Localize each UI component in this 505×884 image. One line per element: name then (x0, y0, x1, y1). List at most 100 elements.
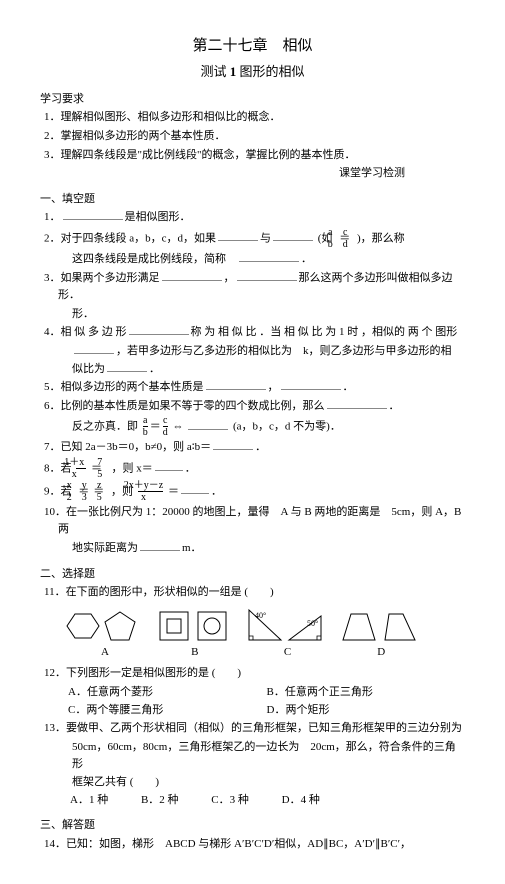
q3-pre: 3．如果两个多边形满足 (44, 272, 160, 284)
q7: 7．已知 2a－3b＝0，b≠0，则 a∶b＝ ． (40, 439, 465, 457)
q12-a: A．任意两个菱形 (68, 684, 267, 702)
q4-pre: 4．相 似 多 边 形 (44, 326, 127, 338)
q4-line3-text: 似比为 (72, 363, 105, 375)
blank (206, 379, 266, 390)
den-b2: b (143, 426, 148, 438)
q3-mid: ， (224, 272, 235, 284)
period: ． (301, 253, 312, 265)
q13-b: B．2 种 (141, 792, 179, 810)
blank (107, 361, 147, 372)
frac-ab2: ab (143, 416, 148, 438)
blank (281, 379, 341, 390)
q8-suf: ，则 x＝ (112, 462, 153, 474)
blank (273, 230, 313, 241)
q9-suf: ＝ (168, 485, 179, 497)
q10-line2-text: 地实际距离为 (72, 542, 138, 554)
blank (129, 324, 189, 335)
blank (181, 483, 209, 494)
q9: 9．若 x2＝y3＝z5 ，则 2x＋y－zx ＝． (40, 481, 465, 503)
f9tn: 2x＋y－z (138, 481, 163, 491)
q2-paren-r: )，那么称 (357, 232, 405, 244)
den-d2: d (163, 426, 168, 438)
q1: 1． 是相似图形． (40, 209, 465, 227)
q4: 4．相 似 多 边 形 称 为 相 似 比 ．当 相 似 比 为 1 时 ，相似的… (40, 324, 465, 342)
label-d: D (377, 646, 385, 658)
q5-mid: ， (268, 381, 279, 393)
label-c: C (284, 646, 291, 658)
period: ． (389, 400, 400, 412)
frac9t: 2x＋y－zx (138, 481, 163, 503)
test-prefix: 测试 (200, 64, 226, 79)
q6-line2: 反之亦真．即 ab＝cd ⇔ (a，b，c，d 不为零)． (40, 416, 465, 438)
q10-line2: 地实际距离为 m． (40, 540, 465, 558)
q2-mid: 与 (260, 232, 271, 244)
blank (327, 398, 387, 409)
q12-options-row1: A．任意两个菱形 B．任意两个正三角形 (40, 684, 465, 702)
q13-l3: 框架乙共有 ( ) (40, 774, 465, 792)
blank (140, 540, 180, 551)
q10: 10．在一张比例尺为 1：20000 的地图上，量得 A 与 B 两地的距离是 … (40, 504, 465, 539)
shapes-row: A B 40° 50° C D (40, 606, 465, 662)
q12: 12．下列图形一定是相似图形的是 ( ) (40, 665, 465, 683)
q12-b: B．任意两个正三角形 (267, 684, 466, 702)
q6-line2-pre: 反之亦真．即 (72, 421, 138, 433)
q3-line2: 形． (40, 306, 465, 324)
angle-40: 40° (255, 611, 266, 620)
blank (155, 460, 183, 471)
q8: 8．若 1＋xx ＝ 75 ，则 x＝． (40, 458, 465, 480)
blank (63, 209, 123, 220)
blank (237, 270, 297, 281)
q4-line3: 似比为 ． (40, 361, 465, 379)
option-b-shapes: B (156, 606, 234, 662)
test-suffix: 图形的相似 (240, 64, 305, 79)
f9td: x (138, 491, 163, 503)
option-c-shapes: 40° 50° C (245, 606, 331, 662)
q13-l1: 13．要做甲、乙两个形状相同（相似）的三角形框架，已知三角形框架甲的三边分别为 (40, 720, 465, 738)
option-d-shapes: D (341, 606, 421, 662)
q10-unit: m． (182, 542, 202, 554)
frac-cd2: cd (163, 416, 168, 438)
f8d: x (76, 468, 86, 480)
q13-d: D．4 种 (282, 792, 320, 810)
period: ． (149, 363, 160, 375)
q11: 11．在下面的图形中，形状相似的一组是 ( ) (40, 584, 465, 602)
q5-pre: 5．相似多边形的两个基本性质是 (44, 381, 204, 393)
arrow: ⇔ (173, 421, 184, 433)
label-b: B (191, 646, 198, 658)
q2: 2．对于四条线段 a，b，c，d，如果与 (如 ab＝cd )，那么称 (40, 228, 465, 250)
blank (239, 251, 299, 262)
q5: 5．相似多边形的两个基本性质是 ， ． (40, 379, 465, 397)
q6: 6．比例的基本性质是如果不等于零的四个数成比例，那么． (40, 398, 465, 416)
blank (162, 270, 222, 281)
period: ． (255, 441, 266, 453)
q4-mid1: 称 为 相 似 比 ．当 相 似 比 为 1 时 ，相似的 两 个 图形 (191, 326, 458, 338)
study-req-head: 学习要求 (40, 91, 465, 109)
req-1: 1．理解相似图形、相似多边形和相似比的概念． (40, 109, 465, 127)
q12-options-row2: C．两个等腰三角形 D．两个矩形 (40, 702, 465, 720)
q13-options: A．1 种 B．2 种 C．3 种 D．4 种 (40, 792, 465, 810)
q13-c: C．3 种 (211, 792, 249, 810)
test-title: 测试 1 图形的相似 (40, 62, 465, 83)
q1-suf: 是相似图形． (125, 211, 191, 223)
angle-50: 50° (307, 619, 318, 628)
period: ． (211, 485, 222, 497)
period: ． (343, 381, 354, 393)
q4-line2: ，若甲多边形与乙多边形的相似比为 k，则乙多边形与甲多边形的相 (40, 343, 465, 361)
req-3: 3．理解四条线段是"成比例线段"的概念，掌握比例的基本性质． (40, 147, 465, 165)
frac8l: 1＋xx (76, 458, 86, 480)
num-a2: a (143, 416, 148, 426)
blank (74, 343, 114, 354)
q3: 3．如果两个多边形满足，那么这两个多边形叫做相似多边形． (40, 270, 465, 305)
q7-pre: 7．已知 2a－3b＝0，b≠0，则 a∶b＝ (44, 441, 211, 453)
q12-c: C．两个等腰三角形 (68, 702, 267, 720)
q1-pre: 1． (44, 211, 61, 223)
label-a: A (101, 646, 109, 658)
class-test-note: 课堂学习检测 (40, 165, 405, 183)
q14: 14．已知：如图，梯形 ABCD 与梯形 A′B′C′D′相似，AD∥BC，A′… (40, 836, 465, 854)
blank (218, 230, 258, 241)
section-1-head: 一、填空题 (40, 191, 465, 209)
f8n: 1＋x (76, 458, 86, 468)
q13-l2: 50cm，60cm，80cm，三角形框架乙的一边长为 20cm，那么，符合条件的… (40, 739, 465, 774)
q6-paren: (a，b，c，d 不为零)． (233, 421, 341, 433)
blank (213, 439, 253, 450)
